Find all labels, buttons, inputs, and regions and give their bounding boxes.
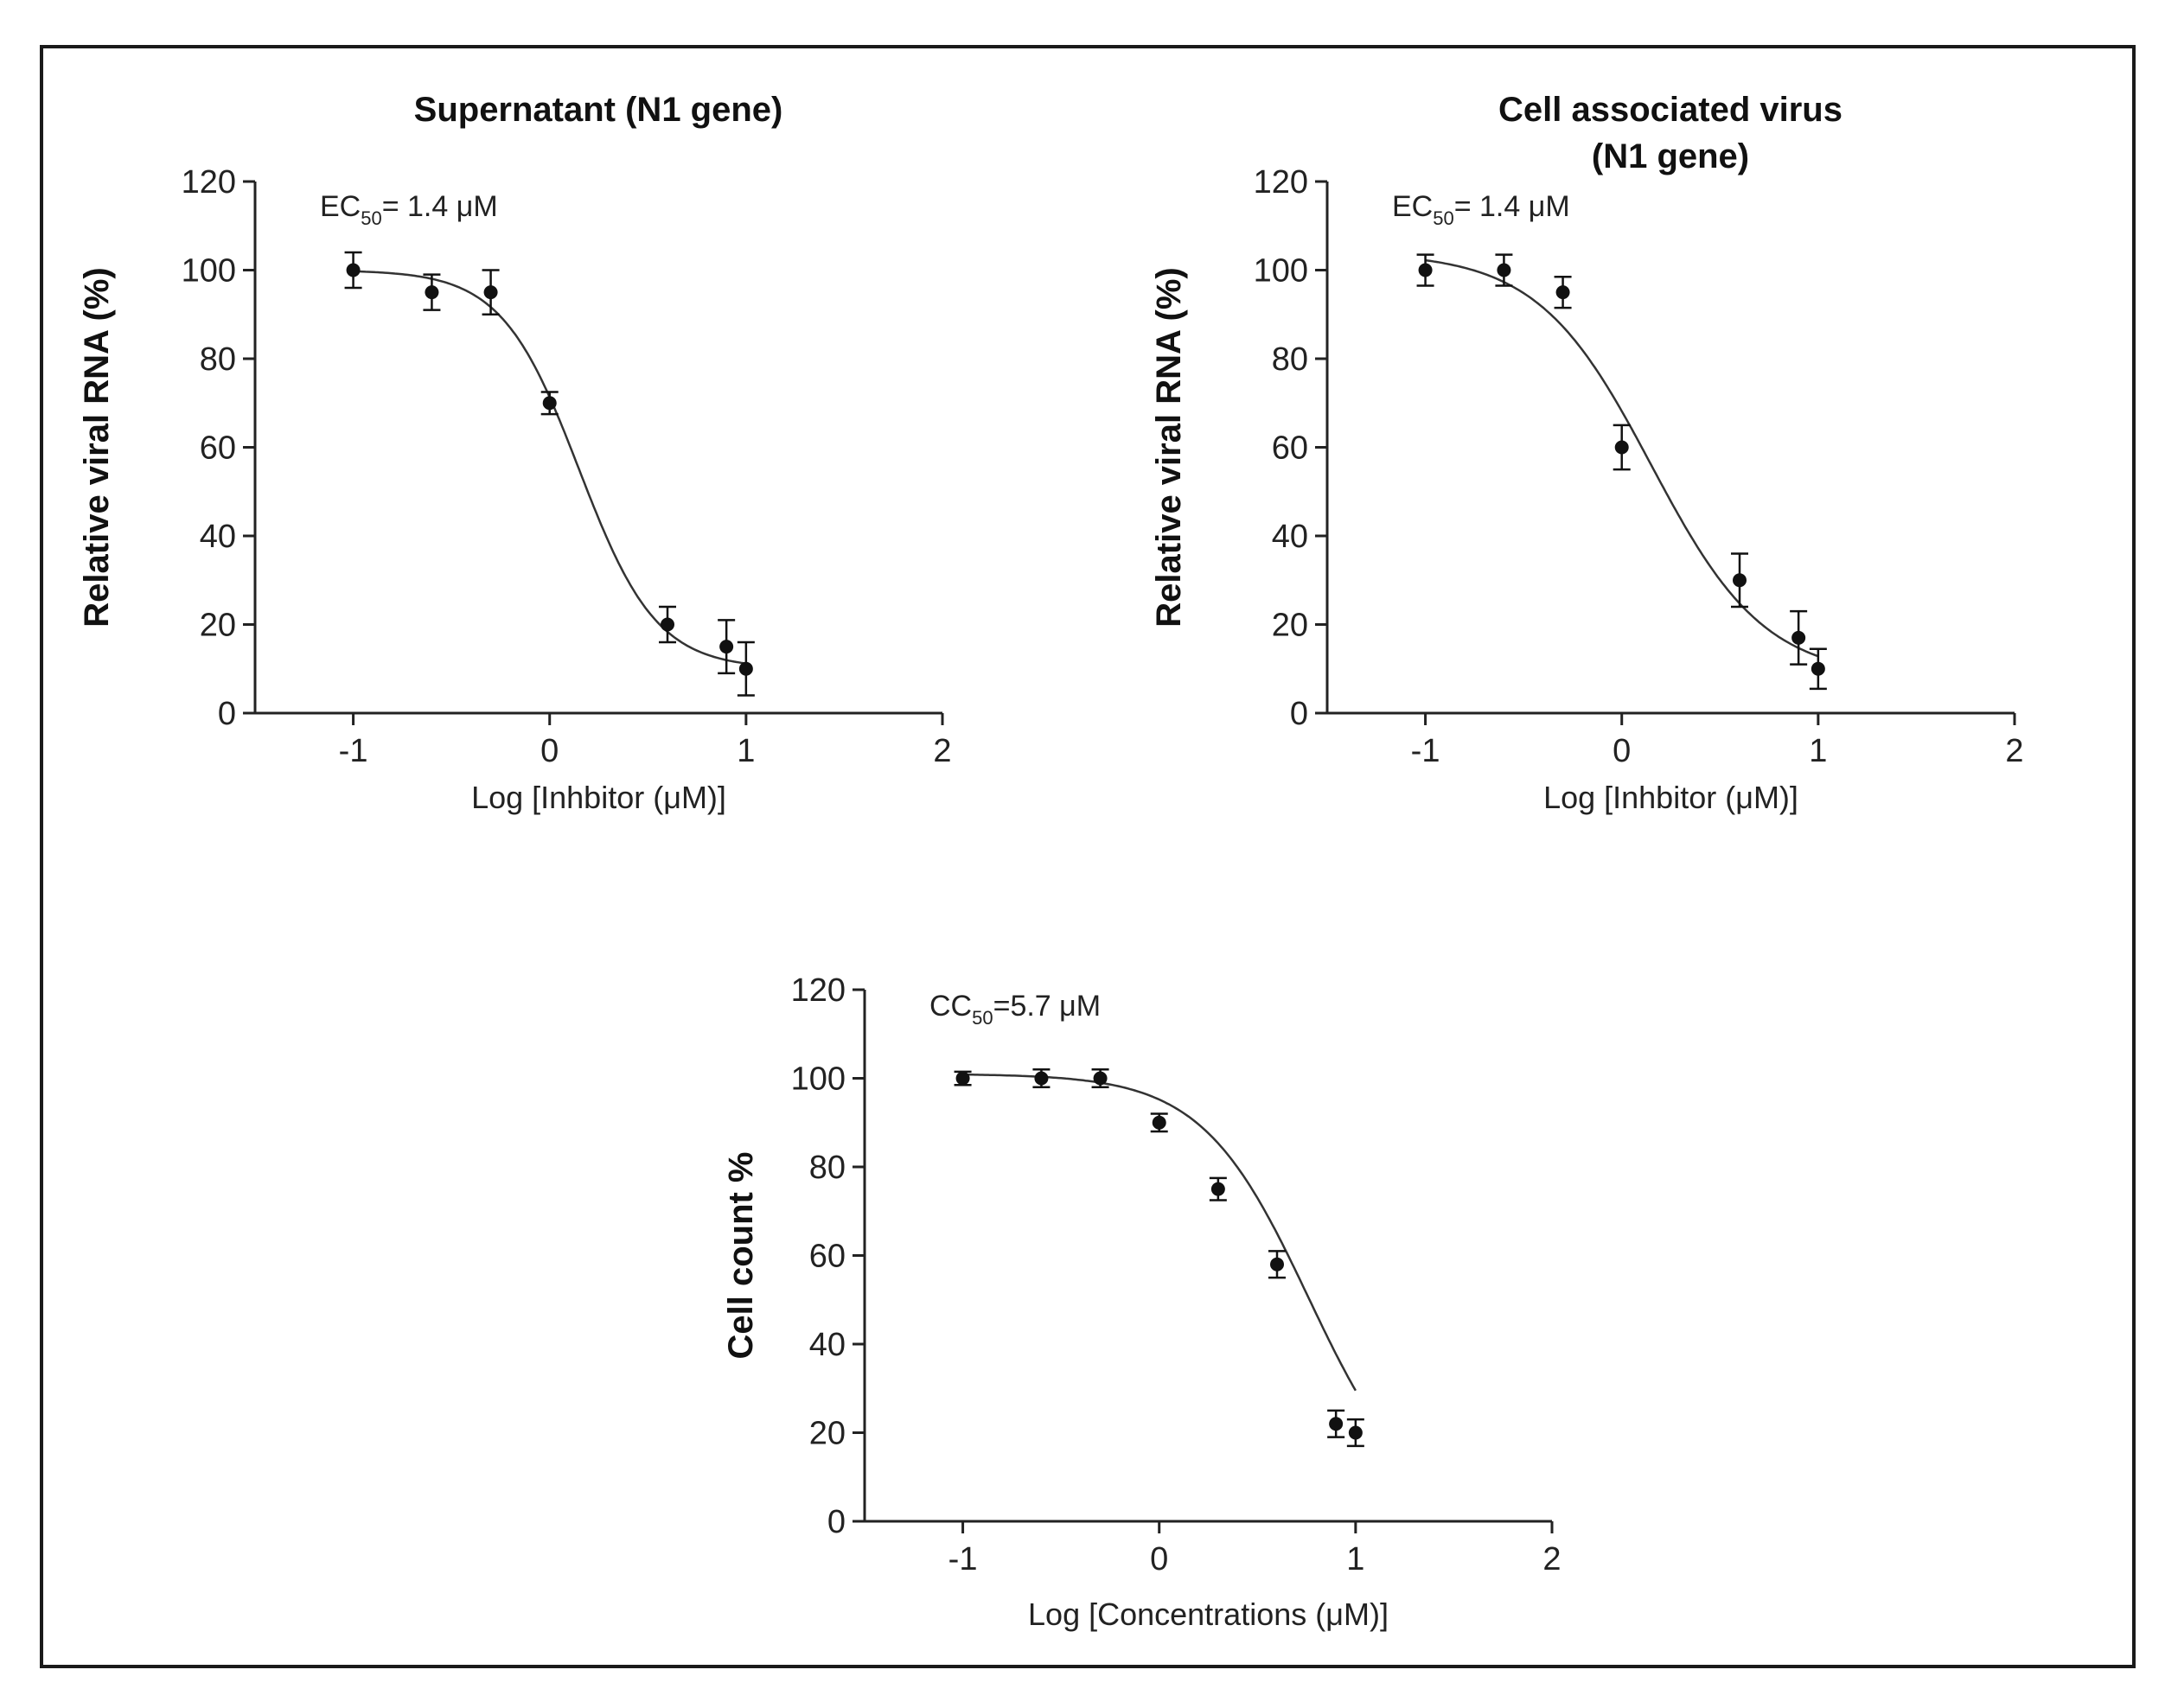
fit-curve (962, 1073, 1357, 1392)
data-point (1497, 263, 1511, 277)
potency-annotation: CC50=5.7 μM (929, 990, 1101, 1029)
data-point (1270, 1257, 1284, 1271)
y-tick-label: 120 (182, 164, 236, 201)
potency-annotation: EC50= 1.4 μM (320, 190, 498, 229)
data-point (425, 285, 439, 300)
data-point (719, 640, 734, 654)
y-tick-label: 60 (200, 430, 236, 467)
data-point (1418, 263, 1433, 277)
y-tick-label: 100 (182, 253, 236, 290)
x-tick-label: -1 (339, 733, 368, 769)
y-tick-label: 120 (791, 972, 846, 1009)
data-point (1210, 1182, 1225, 1196)
y-tick-label: 20 (809, 1416, 846, 1452)
figure-frame (40, 45, 2136, 1668)
y-tick-label: 100 (791, 1061, 846, 1098)
x-axis-label: Log [Inhbitor (μM)] (1543, 780, 1798, 815)
x-axis-label: Log [Inhbitor (μM)] (471, 780, 726, 815)
y-axis-label: Cell count % (722, 1151, 760, 1359)
fit-curve (1425, 258, 1819, 658)
y-tick-label: 20 (200, 608, 236, 644)
data-point (1093, 1071, 1108, 1086)
chart-panel-3: 0 20 40 60 80 100 120 -1 0 1 2 Cell count % Log [Con… (722, 972, 1561, 1632)
data-point (1348, 1425, 1363, 1440)
y-axis-label: Relative viral RNA (%) (1150, 267, 1188, 627)
data-point (738, 661, 753, 676)
x-axis-label: Log [Concentrations (μM)] (1028, 1596, 1389, 1632)
x-tick-label: 0 (540, 733, 559, 769)
y-tick-label: 60 (809, 1239, 846, 1275)
data-point (955, 1071, 970, 1086)
data-point (1614, 440, 1629, 455)
data-point (1555, 285, 1570, 300)
y-tick-label: 100 (1254, 253, 1308, 290)
data-point (542, 396, 557, 411)
y-tick-label: 40 (200, 519, 236, 555)
chart-panel-1: 0 20 40 60 80 100 120 -1 0 1 2 Supernatant (N1 gene… (78, 91, 952, 815)
x-tick-label: -1 (1411, 733, 1440, 769)
y-tick-label: 0 (827, 1504, 846, 1540)
y-axis-label: Relative viral RNA (%) (78, 267, 116, 627)
x-tick-label: 0 (1150, 1541, 1168, 1577)
y-tick-label: 20 (1272, 608, 1308, 644)
data-point (1329, 1417, 1344, 1431)
data-point (1791, 630, 1806, 645)
chart-title: Cell associated virus (1498, 91, 1842, 129)
data-point (661, 617, 674, 632)
y-tick-label: 0 (1290, 696, 1308, 732)
data-point (483, 285, 498, 300)
y-tick-label: 0 (218, 696, 236, 732)
y-tick-label: 40 (809, 1327, 846, 1363)
y-tick-label: 80 (1272, 341, 1308, 378)
data-point (1152, 1115, 1166, 1130)
y-tick-label: 120 (1254, 164, 1308, 201)
x-tick-label: 1 (737, 733, 755, 769)
x-tick-label: 1 (1346, 1541, 1364, 1577)
x-tick-label: 2 (2005, 733, 2023, 769)
x-tick-label: 2 (933, 733, 951, 769)
x-tick-label: 0 (1613, 733, 1631, 769)
chart-title: Supernatant (N1 gene) (414, 91, 783, 129)
data-point (346, 263, 361, 277)
y-tick-label: 60 (1272, 430, 1308, 467)
x-tick-label: 2 (1542, 1541, 1561, 1577)
y-tick-label: 40 (1272, 519, 1308, 555)
potency-annotation: EC50= 1.4 μM (1392, 190, 1570, 229)
x-tick-label: 1 (1809, 733, 1827, 769)
data-point (1811, 661, 1825, 676)
y-tick-label: 80 (200, 341, 236, 378)
data-point (1733, 573, 1747, 588)
y-tick-label: 80 (809, 1150, 846, 1186)
data-point (1034, 1071, 1049, 1086)
x-tick-label: -1 (948, 1541, 978, 1577)
chart-panel-2: 0 20 40 60 80 100 120 -1 0 1 2 Cell associated viru… (1150, 91, 2024, 815)
chart-title: (N1 gene) (1592, 137, 1749, 175)
fit-curve (353, 270, 747, 665)
